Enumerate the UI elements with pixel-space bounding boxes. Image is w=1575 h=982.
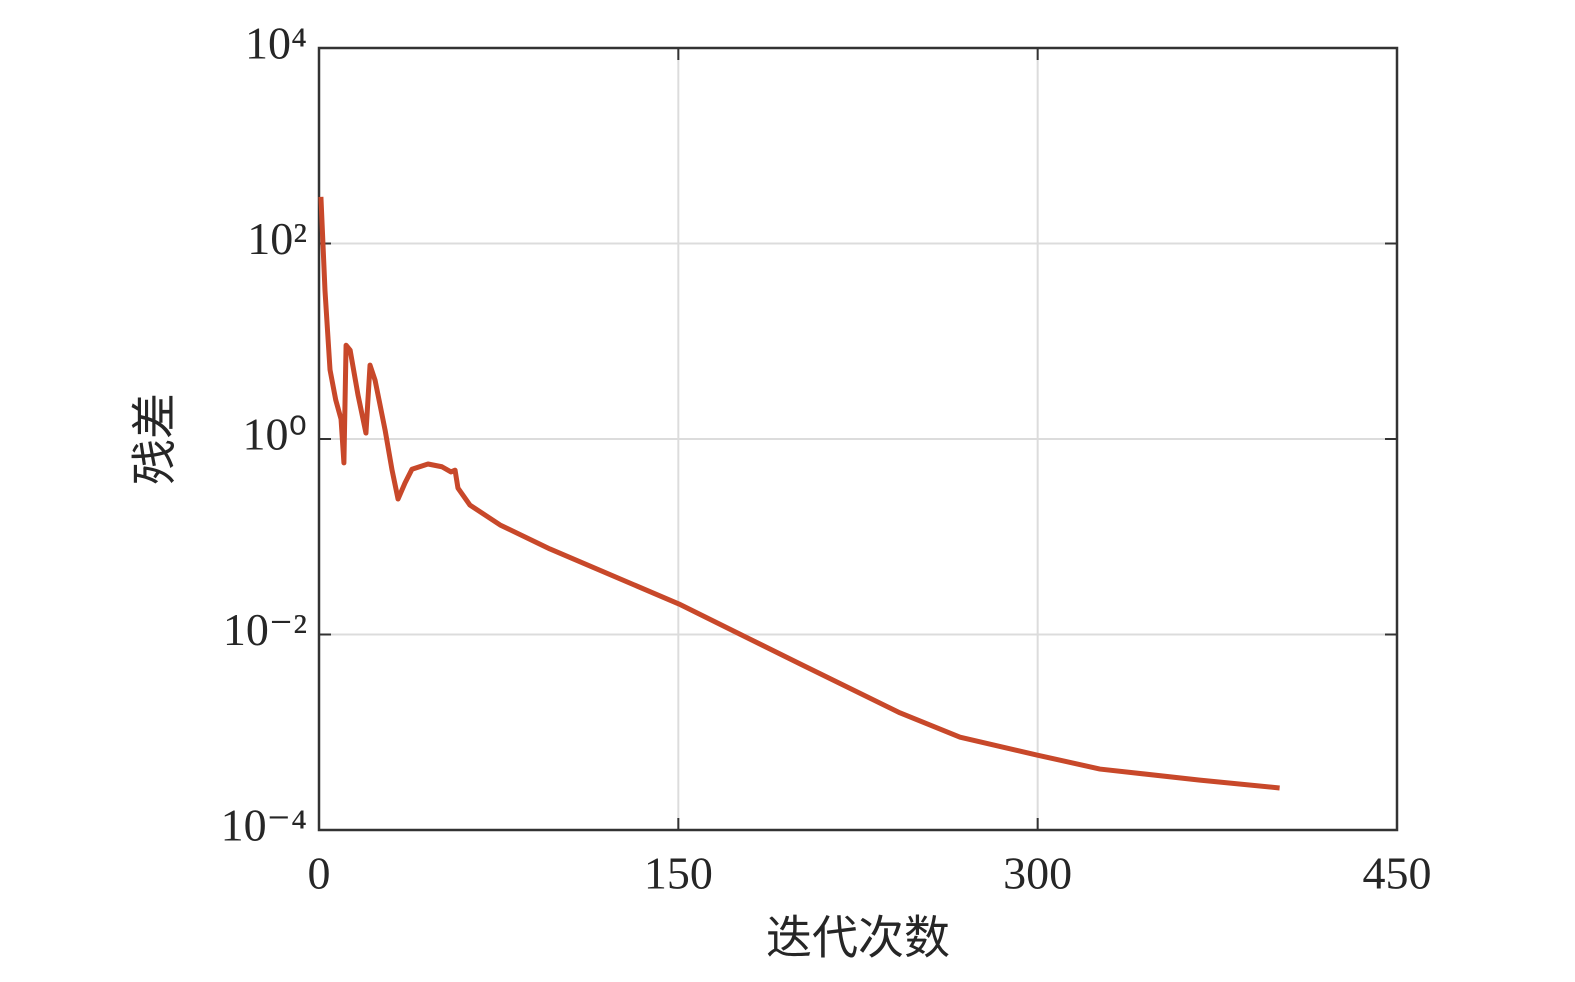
x-tick-label: 300	[1003, 848, 1072, 899]
x-tick-label: 150	[644, 848, 713, 899]
y-tick-label: 10⁴	[245, 18, 307, 69]
plot-frame	[317, 46, 1399, 832]
x-axis-label: 迭代次数	[766, 913, 950, 964]
y-tick-label: 10²	[247, 213, 307, 264]
x-tick-label: 450	[1363, 848, 1432, 899]
y-tick-label: 10⁻⁴	[221, 800, 307, 851]
y-tick-label: 10⁰	[243, 409, 307, 460]
y-tick-label: 10⁻²	[223, 604, 307, 655]
y-axis-label: 残差	[130, 393, 181, 485]
x-tick-label: 0	[308, 848, 331, 899]
data-line	[318, 196, 1280, 791]
